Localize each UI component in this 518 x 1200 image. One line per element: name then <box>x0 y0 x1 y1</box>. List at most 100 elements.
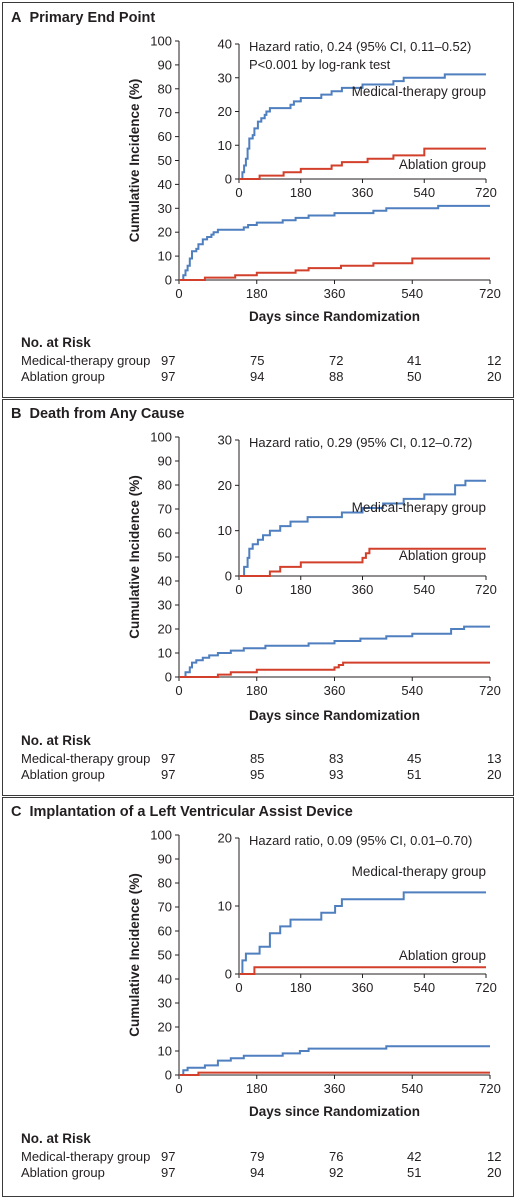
inset-x-tick-label: 720 <box>475 185 497 200</box>
x-tick-label: 360 <box>324 286 346 301</box>
risk-value: 20 <box>487 767 502 782</box>
inset-x-tick-label: 0 <box>235 980 242 995</box>
inset-y-tick-label: 0 <box>225 172 232 187</box>
inset-ablation-line <box>239 147 486 180</box>
y-tick-label: 20 <box>158 622 172 637</box>
risk-value: 51 <box>407 767 422 782</box>
x-axis-title: Days since Randomization <box>249 309 420 324</box>
x-tick-label: 180 <box>246 1081 268 1096</box>
risk-row-ablation: Ablation group 97 94 88 50 20 <box>21 369 511 387</box>
inset-label-medical-therapy: Medical-therapy group <box>352 864 486 879</box>
y-tick-label: 90 <box>158 852 172 867</box>
risk-value: 97 <box>161 1149 176 1164</box>
x-tick-label: 0 <box>175 1081 182 1096</box>
risk-value: 50 <box>407 369 422 384</box>
risk-group-label: Ablation group <box>21 767 105 782</box>
y-tick-label: 40 <box>158 574 172 589</box>
y-tick-label: 70 <box>158 900 172 915</box>
panel-title: A Primary End Point <box>11 10 155 26</box>
inset-label-medical-therapy: Medical-therapy group <box>352 84 486 99</box>
inset-ablation-line <box>239 966 486 975</box>
risk-value: 94 <box>250 1165 265 1180</box>
y-tick-label: 0 <box>165 1068 172 1083</box>
inset-x-tick-label: 540 <box>413 582 435 597</box>
y-tick-label: 10 <box>158 249 172 264</box>
risk-value: 93 <box>329 767 344 782</box>
y-tick-label: 80 <box>158 81 172 96</box>
risk-value: 95 <box>250 767 265 782</box>
inset-y-tick-label: 30 <box>218 433 232 448</box>
hazard-ratio-annotation: Hazard ratio, 0.24 (95% CI, 0.11–0.52) <box>249 39 471 54</box>
y-tick-label: 10 <box>158 1044 172 1059</box>
y-tick-label: 40 <box>158 972 172 987</box>
risk-value: 94 <box>250 369 265 384</box>
inset-x-tick-label: 720 <box>475 582 497 597</box>
panel-death-from-any-cause: B Death from Any Cause 0 10 20 30 40 50 60 70 80 90… <box>2 399 514 796</box>
x-tick-label: 180 <box>246 683 268 698</box>
risk-table-title: No. at Risk <box>21 733 91 748</box>
inset-y-tick-label: 30 <box>218 70 232 85</box>
risk-group-label: Ablation group <box>21 1165 105 1180</box>
hazard-ratio-annotation: Hazard ratio, 0.09 (95% CI, 0.01–0.70) <box>249 833 472 848</box>
inset-label-medical-therapy: Medical-therapy group <box>352 500 486 515</box>
p-value-annotation: P<0.001 by log-rank test <box>249 57 391 72</box>
medical-therapy-line <box>179 1045 490 1076</box>
y-tick-label: 10 <box>158 646 172 661</box>
y-tick-label: 90 <box>158 454 172 469</box>
inset-x-tick-label: 540 <box>413 980 435 995</box>
risk-value: 97 <box>161 369 176 384</box>
x-tick-label: 540 <box>401 286 423 301</box>
risk-table-title: No. at Risk <box>21 1131 91 1146</box>
hazard-ratio-annotation: Hazard ratio, 0.29 (95% CI, 0.12–0.72) <box>249 435 472 450</box>
y-tick-label: 100 <box>150 828 172 843</box>
risk-value: 42 <box>407 1149 422 1164</box>
inset-label-ablation: Ablation group <box>399 548 486 563</box>
y-tick-label: 70 <box>158 502 172 517</box>
y-tick-label: 60 <box>158 924 172 939</box>
risk-value: 41 <box>407 353 422 368</box>
inset-ablation-line <box>239 547 486 577</box>
inset-y-tick-label: 0 <box>225 569 232 584</box>
y-axis-title: Cumulative Incidence (%) <box>127 475 142 639</box>
risk-value: 20 <box>487 369 502 384</box>
inset-y-tick-label: 10 <box>218 138 232 153</box>
risk-group-label: Medical-therapy group <box>21 751 151 766</box>
ablation-line <box>179 661 490 678</box>
inset-medical-therapy-line <box>239 73 486 180</box>
y-tick-label: 60 <box>158 526 172 541</box>
risk-value: 20 <box>487 1165 502 1180</box>
y-tick-label: 60 <box>158 129 172 144</box>
y-tick-label: 80 <box>158 876 172 891</box>
inset-label-ablation: Ablation group <box>399 157 486 172</box>
inset-y-tick-label: 20 <box>218 478 232 493</box>
risk-value: 88 <box>329 369 344 384</box>
y-tick-label: 90 <box>158 57 172 72</box>
y-tick-label: 50 <box>158 550 172 565</box>
y-tick-label: 0 <box>165 273 172 288</box>
inset-y-tick-label: 40 <box>218 37 232 52</box>
x-tick-label: 0 <box>175 286 182 301</box>
risk-value: 45 <box>407 751 422 766</box>
panel-lvad-implantation: C Implantation of a Left Ventricular Assi… <box>2 797 514 1197</box>
inset-medical-therapy-line <box>239 891 486 975</box>
risk-value: 92 <box>329 1165 344 1180</box>
y-tick-label: 70 <box>158 105 172 120</box>
risk-value: 12 <box>487 1149 502 1164</box>
x-tick-label: 720 <box>479 683 501 698</box>
y-tick-label: 40 <box>158 177 172 192</box>
risk-row-medical: Medical-therapy group 97 85 83 45 13 <box>21 751 511 769</box>
risk-value: 51 <box>407 1165 422 1180</box>
x-axis-title: Days since Randomization <box>249 708 420 723</box>
km-chart-primary-end-point: A Primary End Point0102030405060708090100… <box>11 10 501 324</box>
risk-value: 97 <box>161 353 176 368</box>
panel-title-text: Implantation of a Left Ventricular Assis… <box>29 804 352 820</box>
risk-value: 76 <box>329 1149 344 1164</box>
risk-row-medical: Medical-therapy group 97 75 72 41 12 <box>21 353 511 371</box>
risk-group-label: Ablation group <box>21 369 105 384</box>
y-tick-label: 50 <box>158 948 172 963</box>
x-tick-label: 720 <box>479 286 501 301</box>
y-tick-label: 30 <box>158 201 172 216</box>
y-axis-title: Cumulative Incidence (%) <box>127 79 142 243</box>
y-tick-label: 80 <box>158 478 172 493</box>
risk-value: 97 <box>161 767 176 782</box>
